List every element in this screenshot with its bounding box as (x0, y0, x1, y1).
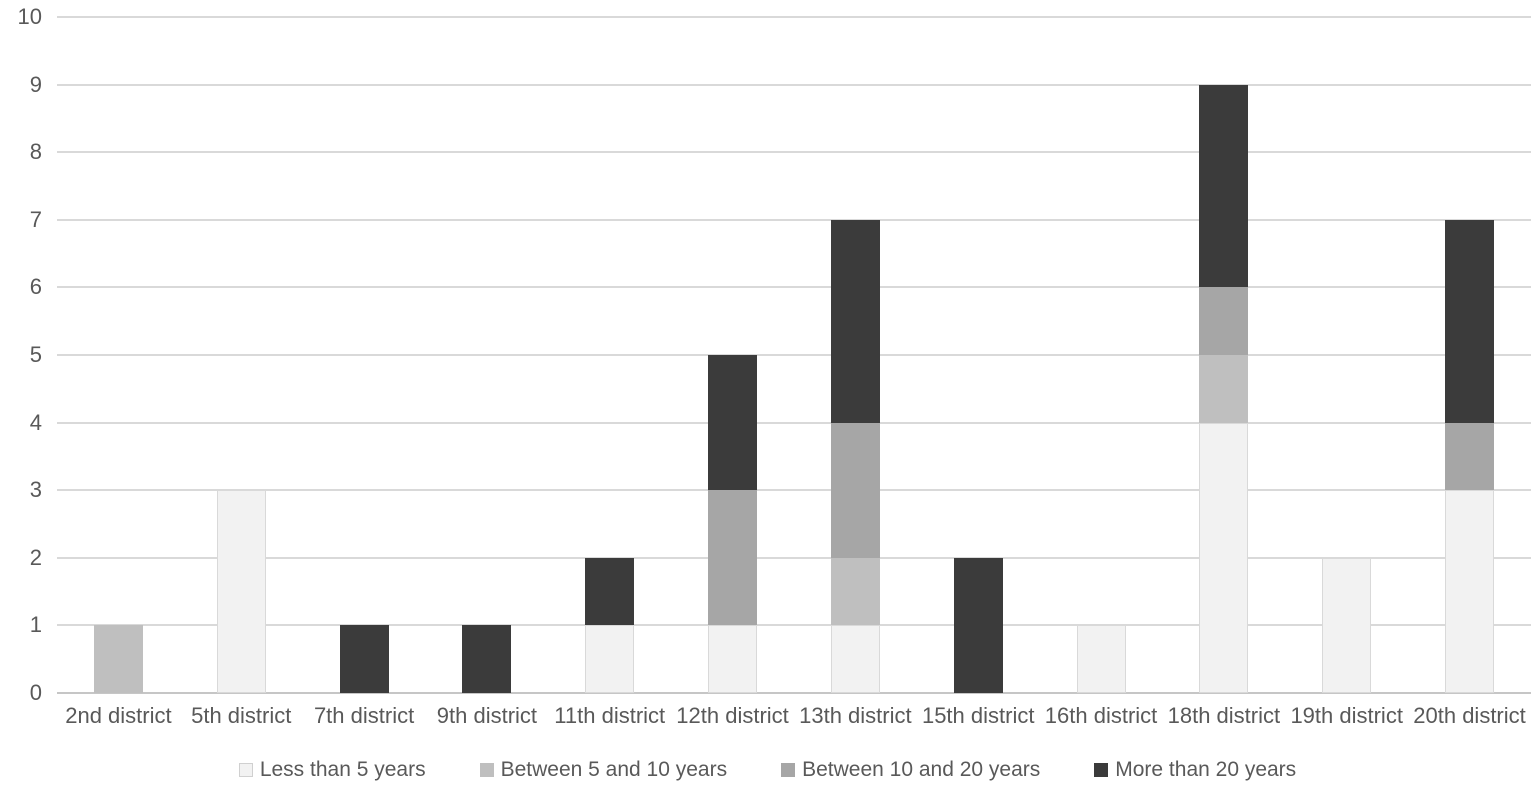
bar-stack (216, 17, 266, 693)
y-tick-label: 0 (29, 680, 42, 705)
bar-segment-less-than-5-years (708, 625, 758, 693)
y-tick-label: 5 (29, 342, 42, 367)
x-tick-label: 2nd district (65, 703, 172, 728)
x-tick-label: 20th district (1413, 703, 1526, 728)
bar-cell-2nd-district (57, 17, 180, 693)
y-tick-label: 6 (29, 274, 42, 300)
bar-segment-less-than-5-years (830, 625, 880, 693)
bar-cell-13th-district (794, 17, 917, 693)
gridline (57, 83, 1531, 86)
gridline (57, 354, 1531, 356)
y-tick-label: 7 (29, 206, 42, 232)
legend-label: Less than 5 years (259, 758, 426, 781)
bar-segment-more-than-20-years (585, 557, 635, 626)
bar-segment-between-5-and-10-years (830, 557, 880, 626)
x-tick-label: 12th district (676, 703, 789, 728)
y-axis: 0 1 2 3 4 5 6 7 8 9 10 (0, 6, 42, 704)
gridline (57, 421, 1531, 424)
gridline (57, 16, 1531, 18)
y-tick-label: 8 (29, 139, 42, 165)
bar-segment-more-than-20-years (830, 219, 880, 423)
legend-swatch-icon (781, 763, 796, 777)
y-tick-label: 1 (29, 612, 42, 638)
legend-item: Between 10 and 20 years (781, 758, 1040, 782)
gridline (57, 218, 1531, 221)
bar-segment-less-than-5-years (1199, 422, 1249, 693)
x-axis: 2nd district 5th district 7th district 9th … (57, 703, 1531, 729)
bar-stack (1076, 17, 1126, 693)
gridline (57, 151, 1531, 154)
bar-cell-5th-district (180, 17, 303, 693)
legend-label: Between 10 and 20 years (802, 758, 1041, 781)
y-tick-label: 2 (29, 544, 42, 570)
x-tick-label: 5th district (191, 703, 292, 728)
bar-cell-9th-district (425, 17, 548, 693)
x-tick-label: 19th district (1290, 703, 1403, 728)
legend-swatch-icon (238, 763, 253, 777)
x-tick-label: 15th district (921, 703, 1035, 728)
bar-stack (708, 17, 758, 693)
x-tick-label: 16th district (1044, 703, 1158, 728)
bar-segment-more-than-20-years (953, 557, 1003, 693)
bar-segment-more-than-20-years (708, 355, 758, 491)
bar-stack (93, 17, 143, 693)
x-tick-label: 18th district (1167, 703, 1281, 728)
bar-segment-less-than-5-years (1445, 490, 1495, 693)
y-tick-label: 3 (29, 477, 42, 503)
bar-segment-more-than-20-years (462, 625, 512, 693)
x-axis-line (57, 692, 1531, 694)
legend-item: Between 5 and 10 years (479, 758, 728, 782)
legend-label: Between 5 and 10 years (500, 758, 728, 781)
bar-segment-less-than-5-years (1322, 557, 1372, 693)
bars-row (57, 17, 1531, 693)
bar-cell-12th-district (671, 17, 794, 693)
bar-segment-less-than-5-years (585, 625, 635, 693)
gridline (57, 286, 1531, 289)
bar-stack (462, 17, 512, 693)
gridline (57, 489, 1531, 492)
bar-cell-19th-district (1285, 17, 1408, 693)
legend-item: More than 20 years (1094, 758, 1296, 782)
bar-cell-11th-district (548, 17, 671, 693)
bar-segment-between-10-and-20-years (1199, 287, 1249, 356)
legend-item: Less than 5 years (238, 758, 426, 782)
bar-segment-less-than-5-years (216, 490, 266, 693)
gridline (57, 556, 1531, 559)
bar-cell-7th-district (303, 17, 426, 693)
x-tick-label: 11th district (554, 703, 666, 728)
bar-segment-more-than-20-years (1199, 84, 1249, 288)
bar-segment-between-10-and-20-years (708, 490, 758, 626)
y-tick-label: 9 (29, 71, 42, 97)
bar-stack (339, 17, 389, 693)
plot-area (57, 16, 1531, 694)
gridline (57, 624, 1531, 627)
bar-segment-between-10-and-20-years (830, 422, 880, 558)
bar-segment-more-than-20-years (1445, 219, 1495, 423)
legend-label: More than 20 years (1115, 758, 1297, 781)
bar-stack (830, 17, 880, 693)
bar-stack (585, 17, 635, 693)
bar-cell-18th-district (1162, 17, 1285, 693)
bar-cell-20th-district (1408, 17, 1531, 693)
bar-segment-less-than-5-years (1076, 625, 1126, 693)
bar-segment-between-5-and-10-years (1199, 355, 1249, 423)
bar-stack (953, 17, 1003, 693)
bar-stack (1199, 17, 1249, 693)
y-tick-label: 10 (17, 4, 42, 29)
y-tick-label: 4 (29, 409, 42, 435)
bar-cell-16th-district (1040, 17, 1163, 693)
bar-cell-15th-district (917, 17, 1040, 693)
legend-swatch-icon (1094, 763, 1109, 777)
legend: Less than 5 years Between 5 and 10 years B… (0, 758, 1535, 782)
bar-segment-between-10-and-20-years (1445, 422, 1495, 491)
x-tick-label: 7th district (313, 703, 415, 728)
legend-swatch-icon (479, 763, 494, 777)
x-tick-label: 13th district (799, 703, 912, 728)
bar-stack (1445, 17, 1495, 693)
bar-segment-between-5-and-10-years (93, 625, 143, 693)
bar-stack (1322, 17, 1372, 693)
bar-segment-more-than-20-years (339, 625, 389, 693)
x-tick-label: 9th district (436, 703, 538, 728)
